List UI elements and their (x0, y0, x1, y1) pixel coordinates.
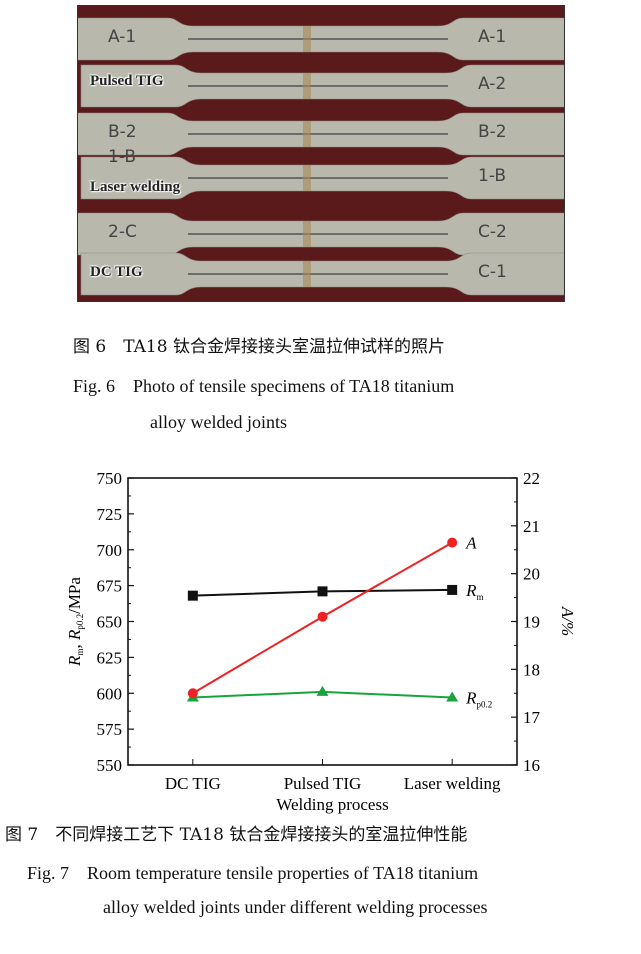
specimen-mark: 2-C (108, 222, 137, 242)
photo-label-laser-welding: Laser welding (90, 179, 181, 195)
right-axis-label: A/% (558, 606, 577, 636)
figure6-caption-en-2: alloy welded joints (150, 412, 287, 432)
left-tick-label: 675 (97, 577, 123, 596)
tensile-specimens-photo: A-1 A-1 A-2 B-2 B-2 1-B 1-B 2-C C-2 C-1 Pulsed TI… (77, 5, 565, 302)
weld-seam (303, 165, 311, 191)
x-axis-label: Welding process (276, 795, 388, 814)
tensile-properties-chart: 550 575 600 625 650 675 700 725 750 16 17 18 19 20 21 2… (65, 469, 577, 814)
right-tick-label: 16 (523, 756, 540, 775)
left-tick-label: 700 (97, 541, 123, 560)
figure7-caption-en-2: alloy welded joints under different weld… (103, 897, 488, 917)
series-label-Rp0.2: Rp0.2 (465, 689, 492, 710)
figure7-caption-cn: 图 7 不同焊接工艺下 TA18 钛合金焊接接头的室温拉伸性能 (5, 825, 468, 845)
photo-label-pulsed-tig: Pulsed TIG (90, 73, 164, 89)
right-tick-label: 19 (523, 613, 540, 632)
weld-seam (303, 73, 311, 99)
marker-square (447, 584, 458, 595)
photo-label-dc-tig: DC TIG (90, 264, 143, 280)
specimen-mark: A-1 (108, 27, 137, 47)
right-tick-label: 17 (523, 708, 541, 727)
weld-seam (303, 221, 311, 247)
right-tick-label: 21 (523, 517, 540, 536)
marker-circle (447, 537, 458, 548)
specimen-mark: A-2 (478, 74, 507, 94)
marker-square (317, 586, 328, 597)
left-tick-label: 575 (97, 720, 123, 739)
right-tick-label: 22 (523, 469, 540, 488)
specimen-mark: B-2 (108, 122, 137, 142)
weld-seam (303, 261, 311, 287)
figure6-caption-cn: 图 6 TA18 钛合金焊接接头室温拉伸试样的照片 (73, 337, 445, 357)
left-tick-label: 650 (97, 613, 123, 632)
left-tick-label: 725 (97, 505, 123, 524)
left-tick-label: 550 (97, 756, 123, 775)
marker-circle (187, 688, 198, 699)
weld-seam (303, 26, 311, 52)
specimen-mark: C-1 (478, 262, 507, 282)
left-axis-label: Rm, Rp0.2/MPa (65, 577, 85, 667)
marker-triangle (316, 685, 329, 696)
series-label-A: A (465, 534, 477, 553)
figure7-caption-en-1: Fig. 7 Room temperature tensile properti… (27, 863, 479, 883)
series-label-Rm: Rm (465, 581, 483, 602)
right-tick-label: 18 (523, 660, 540, 679)
marker-triangle (446, 691, 459, 702)
marker-square (187, 590, 198, 601)
specimen-mark: C-2 (478, 222, 507, 242)
marker-circle (317, 611, 328, 622)
left-tick-label: 625 (97, 648, 123, 667)
left-tick-label: 600 (97, 684, 123, 703)
x-tick-label: Laser welding (404, 774, 501, 793)
specimen-mark: A-1 (478, 27, 507, 47)
specimens-drawing (78, 17, 564, 296)
figure6-caption-en-1: Fig. 6 Photo of tensile specimens of TA1… (73, 376, 455, 396)
left-tick-label: 750 (97, 469, 123, 488)
x-tick-label: Pulsed TIG (284, 774, 362, 793)
right-tick-label: 20 (523, 565, 540, 584)
x-tick-label: DC TIG (165, 774, 221, 793)
weld-seam (303, 121, 311, 147)
specimen-mark: B-2 (478, 122, 507, 142)
specimen-mark: 1-B (108, 147, 137, 167)
specimen-mark: 1-B (478, 166, 507, 186)
